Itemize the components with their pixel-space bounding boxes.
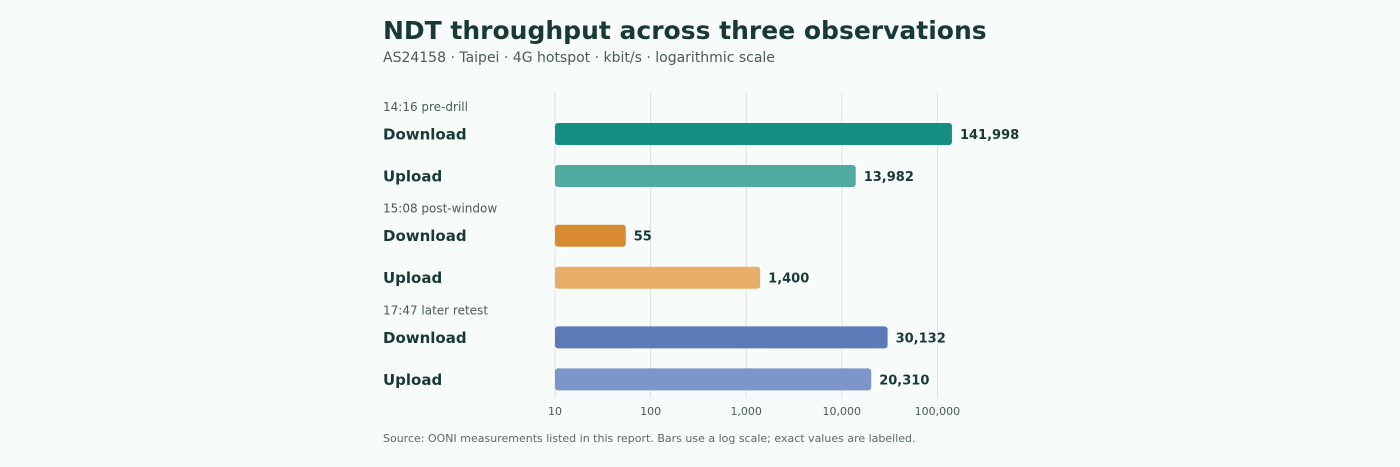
value-label: 55 [634,230,652,245]
bar-2-upload [555,368,872,391]
x-tick-label: 100,000 [915,405,961,418]
chart-source-note: Source: OONI measurements listed in this… [383,432,916,445]
x-tick-label: 10 [548,405,562,418]
row-label-download: Download [383,126,467,144]
group-label: 17:47 later retest [383,303,488,317]
row-label-upload: Upload [383,168,442,186]
value-label: 1,400 [768,272,809,287]
x-tick-label: 10,000 [823,405,862,418]
chart-subtitle: AS24158 · Taipei · 4G hotspot · kbit/s ·… [383,50,775,66]
bar-1-upload [555,266,761,289]
value-label: 20,310 [879,373,929,388]
row-label-upload: Upload [383,269,442,287]
group-label: 14:16 pre-drill [383,100,468,114]
bar-2-download [555,326,888,349]
bar-1-download [555,224,626,247]
row-label-upload: Upload [383,371,442,389]
row-label-download: Download [383,329,467,347]
value-label: 141,998 [960,128,1019,143]
group-label: 15:08 post-window [383,202,497,216]
bar-0-upload [555,165,856,187]
chart-title: NDT throughput across three observations [383,16,987,45]
value-label: 30,132 [896,331,946,346]
row-label-download: Download [383,227,467,245]
x-tick-label: 100 [640,405,661,418]
bar-0-download [555,123,952,145]
x-tick-label: 1,000 [730,405,762,418]
value-label: 13,982 [864,170,914,185]
